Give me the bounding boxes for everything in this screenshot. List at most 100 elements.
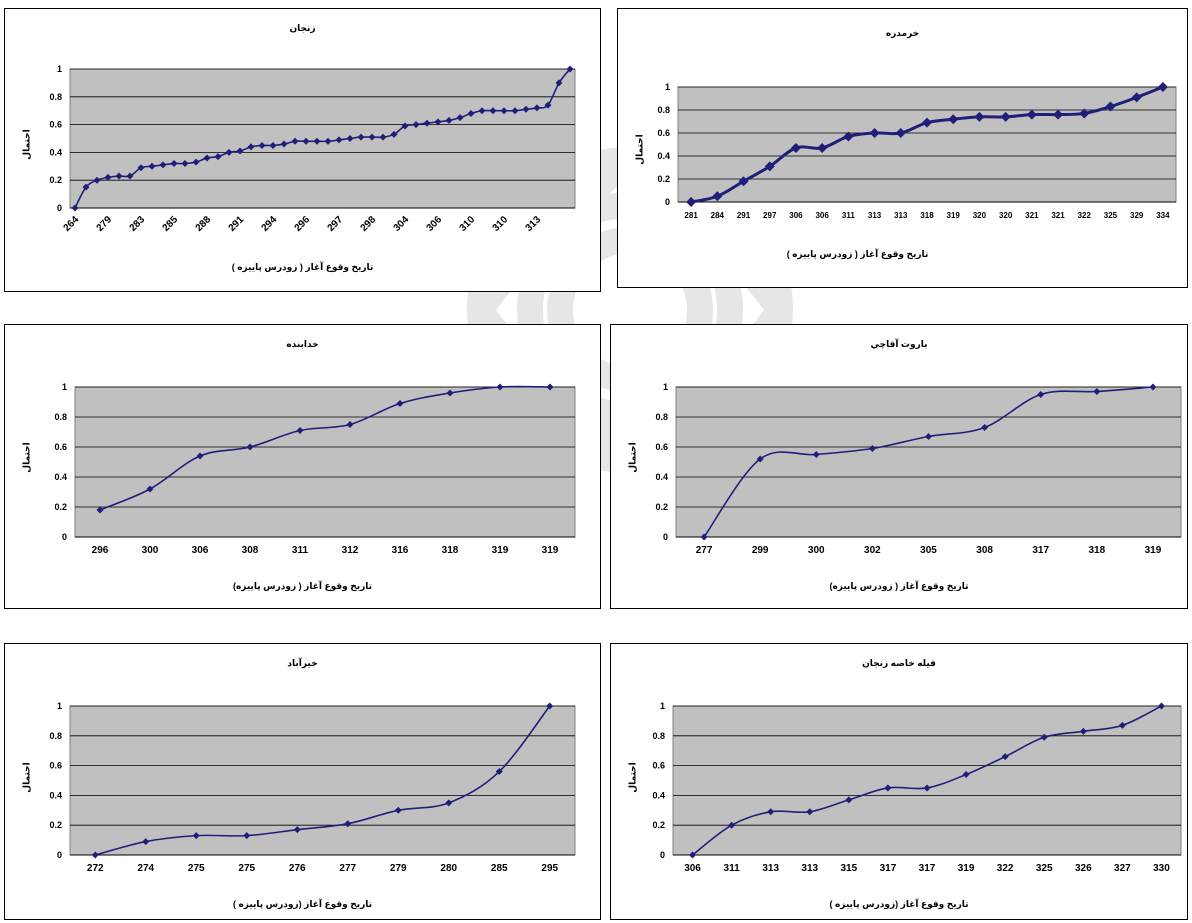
data-point (546, 702, 554, 710)
data-point (522, 105, 530, 113)
plot-area (69, 68, 576, 209)
data-point (434, 118, 442, 126)
y-tick-label: 0.8 (49, 731, 62, 741)
y-tick-label: 0.2 (49, 175, 62, 185)
y-tick-label: 0.8 (49, 92, 62, 102)
data-point (126, 172, 134, 180)
x-tick-label: 313 (868, 211, 882, 220)
x-tick-label: 319 (958, 863, 975, 874)
x-tick-label: 320 (999, 211, 1013, 220)
series-line (95, 705, 551, 856)
x-tick-label: 318 (1088, 545, 1105, 556)
data-point (812, 451, 820, 458)
x-tick-label: 283 (128, 214, 148, 234)
data-point (922, 117, 932, 128)
x-tick-label: 327 (1114, 863, 1131, 874)
data-point (96, 506, 104, 514)
x-tick-label: 325 (1036, 863, 1053, 874)
y-tick-label: 0 (660, 850, 665, 860)
data-point (445, 116, 453, 124)
x-tick-label: 325 (1104, 211, 1118, 220)
chart-panel-barut-aghachi: باروت آقاچي احتمال 0 0.2 0.4 0.6 0.8 1 277 299 3… (610, 324, 1188, 609)
data-point (236, 147, 244, 155)
y-tick-label: 0 (665, 197, 670, 207)
x-tick-label: 298 (359, 214, 379, 234)
x-tick-label: 334 (1156, 211, 1170, 220)
data-point (689, 851, 697, 859)
data-point (269, 141, 277, 149)
y-tick-label: 1 (663, 382, 668, 392)
data-point (203, 154, 211, 162)
data-point (868, 445, 876, 452)
x-tick-label: 306 (192, 545, 209, 556)
data-point (192, 158, 200, 166)
data-point (712, 191, 723, 202)
data-point (243, 832, 251, 840)
data-point (869, 128, 880, 138)
x-tick-label: 264 (62, 214, 82, 234)
data-point (843, 131, 854, 142)
x-axis-label: تاریخ وقوع آغاز ( زودرس پاییزه) (829, 581, 969, 591)
data-point (293, 826, 301, 834)
data-point (1000, 111, 1011, 122)
x-tick-label: 284 (711, 211, 725, 220)
data-point (104, 173, 112, 181)
x-tick-label: 306 (425, 214, 445, 234)
y-tick-label: 0.8 (652, 731, 665, 741)
data-point (324, 137, 332, 145)
data-point (146, 485, 154, 493)
data-point (500, 107, 508, 115)
data-point (764, 161, 775, 172)
chart-title: فیله خاصه زنجان (862, 658, 936, 668)
data-point (390, 130, 398, 138)
data-point (357, 133, 365, 141)
x-tick-label: 329 (1130, 211, 1144, 220)
y-tick-label: 0.8 (54, 412, 67, 422)
data-point (335, 136, 343, 144)
x-tick-label: 312 (342, 545, 359, 556)
y-tick-label: 0.2 (655, 502, 668, 512)
data-point (566, 65, 574, 73)
data-point (258, 141, 266, 149)
chart-plot: 0 0.2 0.4 0.6 0.8 1 306 311 313 313 315 317 317 319 32… (652, 701, 1182, 874)
data-point (981, 424, 989, 431)
x-tick-label: 318 (920, 211, 934, 220)
x-axis-label: تاریخ وقوع آغاز ( زودرس پاییزه) (232, 581, 373, 591)
data-point (948, 114, 959, 125)
data-point (686, 197, 697, 207)
data-point (1157, 702, 1165, 710)
x-tick-label: 275 (188, 863, 205, 874)
x-tick-label: 299 (752, 545, 769, 556)
data-point (974, 111, 985, 122)
chart-title: زنجان (289, 23, 316, 33)
data-point (489, 107, 497, 115)
y-tick-label: 0.2 (657, 174, 670, 184)
x-tick-label: 277 (339, 863, 356, 874)
plot-area (675, 386, 1182, 538)
chart-panel-fileh-khaseh-zanjan: فیله خاصه زنجان احتمال 0 0.2 0.4 0.6 0.8 1 306… (610, 643, 1188, 920)
data-point (884, 784, 892, 792)
chart-plot: 0 0.2 0.4 0.6 0.8 1 277 299 300 302 305 308 317 318 31… (655, 382, 1182, 556)
data-point (546, 383, 554, 391)
data-point (767, 808, 775, 816)
y-tick-label: 0.4 (652, 790, 665, 800)
data-point (313, 137, 321, 145)
x-tick-label: 321 (1025, 211, 1039, 220)
x-tick-label: 306 (815, 211, 829, 220)
chart-plot: 0 0.2 0.4 0.6 0.8 1 272 274 275 275 276 277 279 280 28… (49, 701, 576, 874)
x-tick-label: 302 (864, 545, 881, 556)
chart-panel-khorramdarreh: خرمدره احتمال 0 0.2 0.4 0.6 0.8 1 281 284 291 297… (617, 8, 1188, 288)
data-point (291, 137, 299, 145)
plot-area (677, 86, 1177, 203)
x-tick-label: 275 (238, 863, 255, 874)
x-tick-label: 297 (763, 211, 777, 220)
x-tick-label: 311 (724, 863, 741, 874)
y-tick-label: 0.4 (49, 790, 62, 800)
x-tick-label: 310 (458, 214, 478, 234)
x-tick-label: 319 (542, 545, 559, 556)
data-point (379, 133, 387, 141)
y-tick-label: 0.6 (655, 442, 668, 452)
x-tick-label: 311 (292, 545, 309, 556)
y-tick-label: 0.6 (49, 761, 62, 771)
data-point (401, 122, 409, 130)
